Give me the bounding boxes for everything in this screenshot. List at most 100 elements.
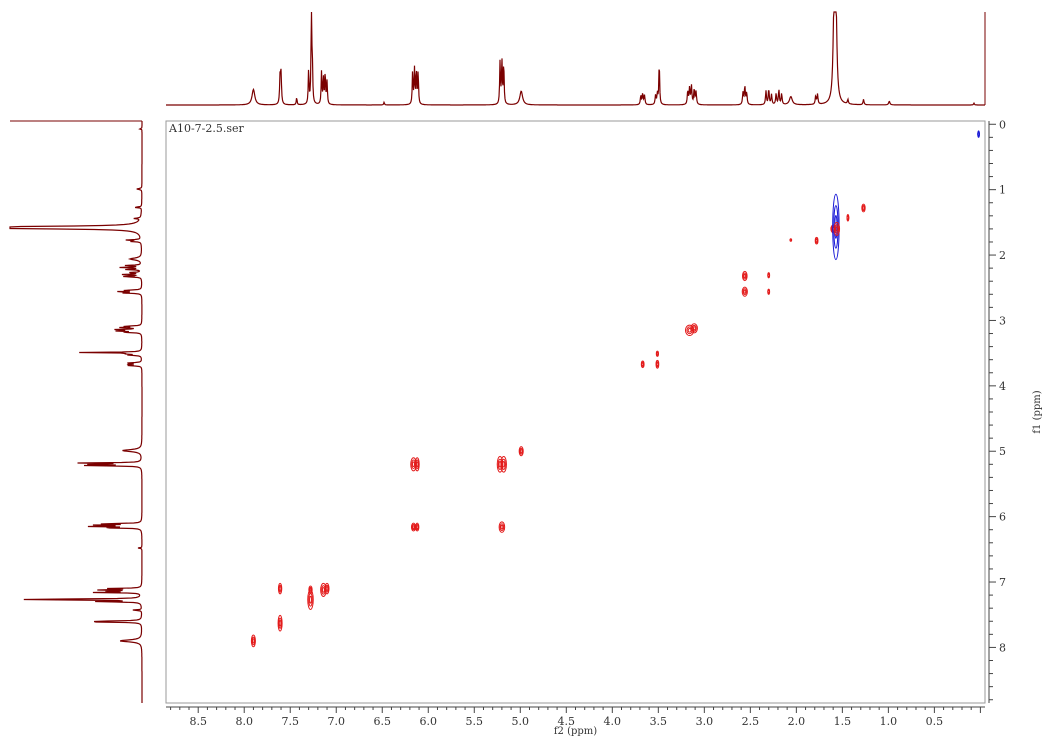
cross-peak — [414, 457, 420, 472]
cross-peak — [833, 221, 841, 236]
cross-peak-contour — [412, 525, 415, 529]
y-axis-label: f1 (ppm) — [1032, 390, 1043, 433]
cross-peak — [655, 359, 660, 369]
cross-peak — [655, 350, 660, 357]
cross-peak-contour — [690, 323, 698, 334]
cross-peak — [814, 236, 819, 245]
cross-peak-contour — [278, 617, 282, 629]
x-tick-label: 8.5 — [189, 715, 207, 728]
cross-peak — [767, 272, 771, 279]
cross-peak-contour — [656, 352, 659, 356]
cross-peak — [518, 446, 524, 457]
cross-peak-contour — [325, 584, 329, 593]
cross-peak-contour — [767, 290, 771, 294]
cross-peak-contour — [742, 272, 747, 280]
cross-peak-contour — [499, 523, 505, 531]
y-axis: 0 1 2 3 4 5 6 7 8 — [988, 118, 1006, 703]
x-tick-label: 6.0 — [420, 715, 438, 728]
cross-peak-contour — [835, 226, 839, 232]
cross-peak-contour — [641, 362, 645, 366]
cross-peak-contour — [692, 326, 696, 331]
cross-peak-contour — [656, 362, 659, 367]
cross-peak — [846, 214, 850, 222]
cross-peak-contour — [321, 587, 325, 593]
x-axis-label: f2 (ppm) — [554, 726, 597, 737]
x-tick-label: 7.5 — [281, 715, 299, 728]
top-projection-trace — [166, 11, 985, 106]
cross-peak — [415, 522, 420, 532]
x-tick-label: 1.5 — [834, 715, 852, 728]
cross-peak-contour — [519, 447, 524, 455]
y-tick-label: 1 — [999, 184, 1006, 197]
cross-peak-contour — [415, 459, 420, 470]
cross-peak-contour — [324, 582, 330, 595]
x-tick-label: 2.5 — [742, 715, 760, 728]
cross-peak-contour — [742, 270, 748, 282]
cross-peak-contour — [500, 524, 504, 530]
cross-peak-contour — [277, 582, 283, 595]
cross-peak-contour — [498, 521, 506, 533]
cross-peak-contour — [861, 203, 866, 213]
cross-peak — [767, 288, 771, 295]
left-projection-trace — [9, 121, 143, 703]
cross-peak — [861, 203, 866, 213]
cross-peak-contour — [325, 586, 329, 591]
y-tick-label: 2 — [999, 249, 1006, 262]
cross-peak-contour — [691, 324, 697, 332]
cross-peak-contour — [501, 458, 506, 470]
y-tick-label: 0 — [999, 118, 1006, 131]
cross-peak-contour — [278, 619, 282, 627]
cross-peak-contour — [767, 273, 771, 277]
cross-peak-contour — [308, 585, 313, 595]
y-tick-label: 5 — [999, 445, 1006, 458]
cross-peak-contour — [741, 286, 748, 297]
x-tick-label: 4.0 — [604, 715, 622, 728]
cross-peak-contour — [977, 132, 980, 136]
cross-peak — [741, 286, 748, 297]
cross-peak-contour — [743, 273, 747, 279]
cross-peak-contour — [415, 525, 419, 529]
cross-peak-contour — [309, 595, 312, 604]
cross-peak — [789, 238, 793, 242]
x-tick-label: 0.5 — [926, 715, 944, 728]
cross-peak-contour — [412, 461, 415, 468]
cross-peak-contour — [250, 634, 256, 648]
cross-peak-contour — [743, 289, 747, 294]
cross-peak-contour — [307, 589, 314, 611]
cross-peak — [498, 521, 506, 533]
x-tick-label: 3.5 — [650, 715, 668, 728]
cross-peak-contour — [789, 238, 793, 242]
cross-peak — [410, 522, 417, 532]
cross-peak-contour — [500, 455, 507, 473]
cross-peak — [250, 634, 256, 648]
cross-peak-contour — [414, 457, 420, 472]
cross-peak — [324, 582, 330, 595]
x-tick-label: 7.0 — [327, 715, 345, 728]
cross-peak-contour — [519, 449, 523, 454]
cross-peak-contour — [742, 288, 747, 296]
cross-peak-contour — [251, 636, 256, 646]
cross-peak — [640, 360, 645, 369]
x-tick-label: 8.0 — [235, 715, 253, 728]
cross-peak — [308, 585, 313, 595]
cross-peak-contour — [415, 461, 419, 468]
spectrum-title: A10-7-2.5.ser — [168, 122, 245, 135]
x-tick-label: 4.5 — [558, 715, 576, 728]
y-tick-label: 7 — [999, 576, 1006, 589]
cross-peak-contour — [815, 239, 818, 243]
cross-peak-contour — [309, 588, 312, 592]
cross-peaks — [250, 130, 980, 648]
cross-peak-contour — [277, 614, 283, 632]
cross-peak-contour — [278, 586, 282, 591]
x-tick-label: 5.5 — [466, 715, 484, 728]
x-tick-label: 6.5 — [374, 715, 392, 728]
x-tick-label: 5.0 — [512, 715, 530, 728]
plot-frame — [165, 120, 986, 704]
y-tick-label: 3 — [999, 314, 1006, 327]
cross-peak — [500, 455, 507, 473]
cross-peak-contour — [411, 524, 416, 531]
cross-peak-contour — [502, 461, 506, 468]
cross-peak-contour — [415, 522, 420, 532]
cross-peak — [742, 270, 748, 282]
